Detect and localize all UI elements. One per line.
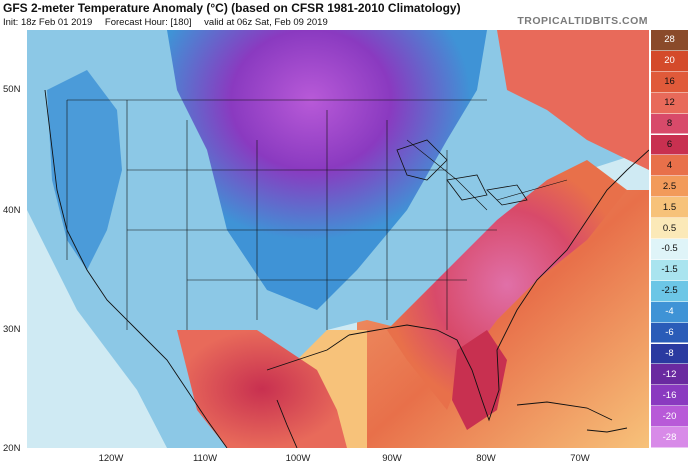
- cold-anomaly-west-coast: [47, 70, 122, 270]
- colorbar-cell: [651, 218, 688, 239]
- colorbar-cell: [651, 71, 688, 93]
- colorbar-cell: [651, 427, 688, 448]
- map-subtitle: Init: 18z Feb 01 2019 Forecast Hour: [18…: [3, 17, 338, 28]
- lon-label-100w: 100W: [285, 453, 311, 464]
- colorbar-cell: [651, 50, 688, 72]
- colorbar-cell: [651, 155, 688, 177]
- colorbar-tick-label: -12: [662, 368, 677, 380]
- lat-label-40n: 40N: [3, 205, 21, 216]
- colorbar-tick-label: 6: [666, 138, 673, 150]
- colorbar-cell: [651, 364, 688, 386]
- chart-header: GFS 2-meter Temperature Anomaly (°C) (ba…: [0, 0, 688, 30]
- lon-label-80w: 80W: [476, 453, 496, 464]
- colorbar-tick-label: -20: [662, 410, 677, 422]
- colorbar-tick-label: -8: [665, 347, 674, 359]
- colorbar-cell: [651, 197, 688, 219]
- colorbar-cell: [651, 385, 688, 407]
- lon-label-70w: 70W: [570, 453, 590, 464]
- brand-logo: TROPICALTIDBITS.COM: [517, 15, 648, 27]
- florida-warm: [452, 330, 507, 430]
- colorbar-tick-label: 2.5: [662, 180, 677, 192]
- colorbar-tick-label: -4: [665, 306, 674, 318]
- colorbar-tick-label: -2.5: [661, 285, 678, 297]
- colorbar-tick-label: -28: [662, 431, 677, 443]
- colorbar-tick-label: 1.5: [662, 201, 677, 213]
- colorbar-tick-label: 16: [664, 76, 675, 88]
- colorbar-cell: [651, 176, 688, 198]
- anomaly-map: [27, 30, 649, 448]
- valid-time: valid at 06z Sat, Feb 09 2019: [204, 17, 328, 28]
- colorbar-cell: [651, 134, 688, 156]
- colorbar-cell: [651, 113, 688, 135]
- colorbar-tick-label: 0.5: [662, 222, 677, 234]
- colorbar-tick-label: -1.5: [661, 264, 678, 276]
- colorbar-cell: [651, 239, 688, 260]
- colorbar-cell: [651, 301, 688, 323]
- warm-anomaly-northeast-canada: [497, 30, 649, 170]
- colorbar-tick-label: -6: [665, 327, 674, 339]
- colorbar-tick-label: 20: [664, 55, 675, 67]
- colorbar-cell: [651, 280, 688, 302]
- colorbar-cell: [651, 343, 688, 365]
- warm-anomaly-mexico: [177, 330, 347, 448]
- init-time: Init: 18z Feb 01 2019: [3, 17, 93, 28]
- colorbar-legend: 28 20 16 12 8 6 4 2.5 1.5 0.5 -0.5 -1.5 -2.5 -4 -6 -8 -1…: [651, 30, 688, 448]
- great-lakes: [396, 139, 528, 206]
- colorbar-cell: [651, 92, 688, 114]
- lon-label-90w: 90W: [382, 453, 402, 464]
- colorbar-tick-label: 8: [666, 118, 673, 130]
- lon-label-120w: 120W: [98, 453, 124, 464]
- colorbar-tick-label: 28: [664, 34, 675, 46]
- lat-label-30n: 30N: [3, 324, 21, 335]
- lat-label-50n: 50N: [3, 84, 21, 95]
- colorbar-cell: [651, 406, 688, 428]
- colorbar-tick-label: -0.5: [661, 243, 678, 255]
- map-title: GFS 2-meter Temperature Anomaly (°C) (ba…: [3, 1, 461, 15]
- lat-label-20n: 20N: [3, 443, 21, 454]
- colorbar-cell: [651, 259, 688, 281]
- anomaly-map-svg: [27, 30, 649, 448]
- lon-label-110w: 110W: [192, 453, 218, 464]
- colorbar-tick-label: 4: [666, 159, 673, 171]
- coastlines: [44, 89, 649, 448]
- forecast-hour: Forecast Hour: [180]: [104, 17, 192, 28]
- colorbar-tick-label: 12: [664, 97, 675, 109]
- state-borders: [66, 99, 568, 330]
- colorbar-cell: [651, 322, 688, 344]
- colorbar-tick-label: -16: [662, 389, 677, 401]
- colorbar-cell: [651, 30, 688, 51]
- warm-anomaly-southeast: [387, 160, 627, 410]
